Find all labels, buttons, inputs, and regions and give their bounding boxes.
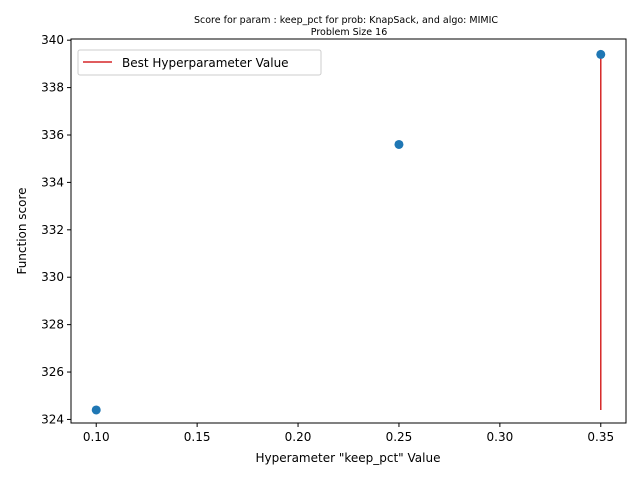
legend-label-best-hyperparameter: Best Hyperparameter Value: [122, 56, 289, 70]
legend-box: [77, 49, 322, 76]
plot-frame: [70, 38, 627, 424]
x-tick-label: 0.20: [285, 430, 312, 444]
y-tick-label: 338: [41, 81, 64, 95]
chart-title: Score for param : keep_pct for prob: Kna…: [194, 15, 498, 26]
x-axis-label: Hyperameter "keep_pct" Value: [256, 451, 441, 465]
x-tick-label: 0.15: [184, 430, 211, 444]
x-axis: 0.10 0.15 0.20 0.25 0.30 0.35: [83, 423, 614, 444]
x-tick-label: 0.30: [487, 430, 514, 444]
y-tick-label: 334: [41, 175, 64, 189]
data-point: [596, 49, 606, 59]
legend: Best Hyperparameter Value: [77, 49, 322, 76]
data-point: [394, 139, 404, 149]
y-tick-label: 326: [41, 365, 64, 379]
y-axis: 324 326 328 330 332 334 336 338 340: [41, 33, 71, 426]
data-point: [91, 405, 101, 415]
x-tick-label: 0.10: [83, 430, 110, 444]
x-tick-label: 0.25: [386, 430, 413, 444]
y-tick-label: 328: [41, 318, 64, 332]
y-tick-label: 340: [41, 33, 64, 47]
chart-subtitle: Problem Size 16: [311, 27, 387, 38]
y-tick-label: 330: [41, 270, 64, 284]
plot-area: [91, 49, 606, 415]
y-tick-label: 336: [41, 128, 64, 142]
x-tick-label: 0.35: [587, 430, 614, 444]
y-tick-label: 324: [41, 412, 64, 426]
y-tick-label: 332: [41, 223, 64, 237]
y-axis-label: Function score: [15, 187, 29, 274]
